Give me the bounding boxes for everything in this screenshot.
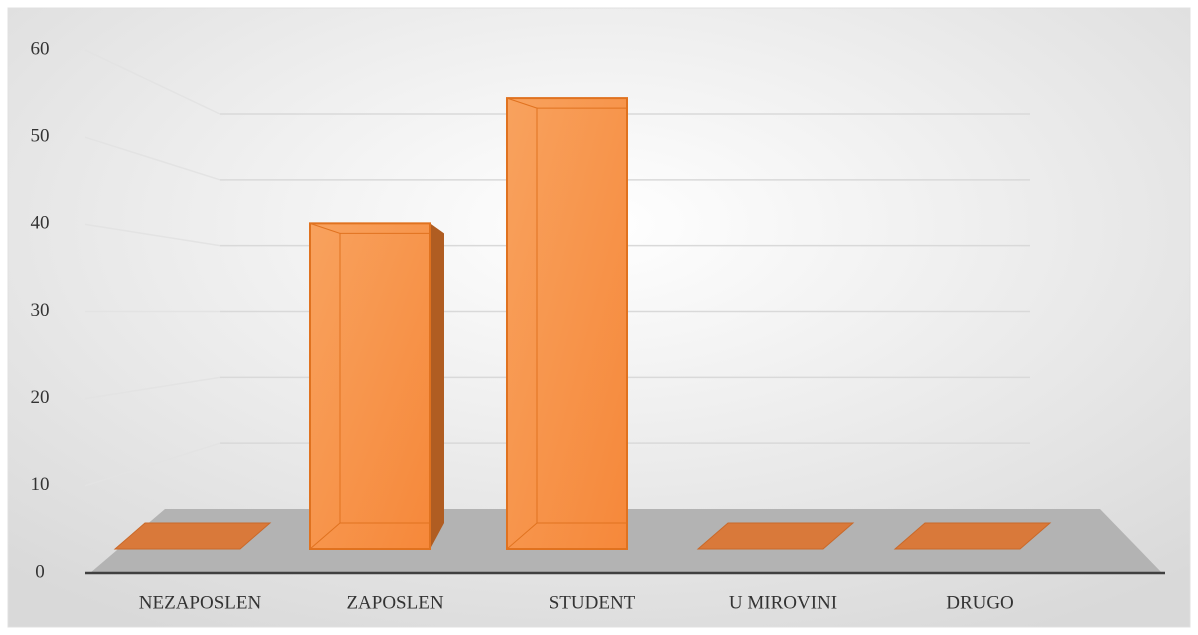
bar-side <box>430 223 444 549</box>
bar-front <box>506 97 628 550</box>
bar <box>113 522 272 550</box>
bar <box>696 522 855 550</box>
x-tick-label: STUDENT <box>549 592 636 613</box>
grid-line-side <box>84 49 221 115</box>
y-tick-label: 20 <box>31 387 50 408</box>
x-tick-label: NEZAPOSLEN <box>139 592 262 613</box>
bar-front <box>309 222 431 550</box>
x-tick-label: U MIROVINI <box>729 592 837 613</box>
y-tick-label: 40 <box>31 213 50 234</box>
grid-line-side <box>84 376 221 400</box>
y-tick-label: 0 <box>35 561 45 582</box>
bar <box>893 522 1052 550</box>
y-tick-label: 50 <box>31 126 50 147</box>
x-tick-label: ZAPOSLEN <box>346 592 443 613</box>
grid-line-side <box>84 136 221 181</box>
bar-edges <box>309 222 430 524</box>
grid-line-side <box>84 223 221 247</box>
bar <box>309 222 444 550</box>
grid-line-side <box>84 442 221 487</box>
y-tick-label: 30 <box>31 300 50 321</box>
bar-edges <box>506 97 627 524</box>
y-tick-label: 60 <box>31 38 50 59</box>
bar-edge <box>309 522 341 550</box>
bar <box>506 97 628 550</box>
x-tick-label: DRUGO <box>946 592 1014 613</box>
bar-edge <box>506 522 538 550</box>
y-tick-label: 10 <box>31 474 50 495</box>
